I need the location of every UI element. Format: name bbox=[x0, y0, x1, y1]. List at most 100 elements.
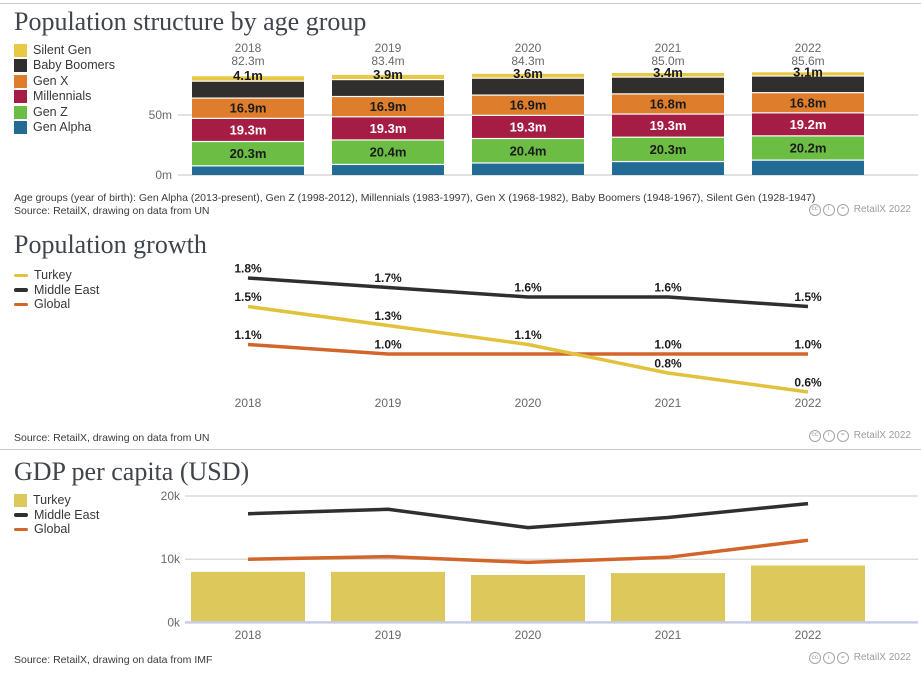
bar-segment bbox=[332, 139, 444, 165]
segment-divider bbox=[192, 165, 304, 167]
data-label: 1.7% bbox=[374, 271, 402, 285]
data-label: 1.0% bbox=[374, 338, 402, 352]
segment-divider bbox=[752, 112, 864, 114]
middle-east-line-swatch-icon bbox=[14, 288, 28, 292]
baby-boomers-swatch-icon bbox=[14, 59, 27, 73]
data-label: 3.6m bbox=[513, 66, 543, 81]
segment-divider bbox=[472, 94, 584, 96]
segment-divider bbox=[332, 163, 444, 166]
bar-segment bbox=[332, 79, 444, 97]
bar bbox=[191, 571, 305, 623]
legend-item-middle-east: Middle East bbox=[14, 508, 99, 522]
y-axis-tick: 0k bbox=[167, 615, 181, 629]
y-axis-tick: 0m bbox=[155, 168, 172, 182]
bar-segment bbox=[612, 114, 724, 138]
segment-divider bbox=[332, 95, 444, 98]
segment-divider bbox=[192, 97, 304, 99]
gen-x-swatch-icon bbox=[14, 74, 27, 88]
global-line-swatch-icon bbox=[14, 302, 28, 307]
segment-divider bbox=[472, 77, 584, 79]
total-label: 82.3m bbox=[231, 54, 264, 68]
data-label: 1.0% bbox=[654, 338, 682, 352]
silent-gen-swatch-icon bbox=[14, 44, 27, 57]
bar-segment bbox=[752, 135, 864, 161]
millennials-swatch-icon bbox=[14, 90, 27, 104]
bar-segment bbox=[192, 76, 304, 82]
year-label: 2022 bbox=[795, 396, 822, 410]
total-label: 85.0m bbox=[651, 54, 684, 68]
segment-divider bbox=[472, 162, 584, 164]
legend-item-middle-east: Middle East bbox=[14, 283, 99, 297]
segment-divider bbox=[472, 137, 584, 140]
chart1-footnote: Age groups (year of birth): Gen Alpha (2… bbox=[14, 192, 816, 204]
chart1-title: Population structure by age group bbox=[14, 7, 367, 36]
chart2-source: Source: RetailX, drawing on data from UN bbox=[14, 431, 210, 444]
line-series bbox=[247, 501, 809, 530]
data-label: 3.9m bbox=[373, 67, 403, 82]
bar-segment bbox=[332, 96, 444, 117]
segment-divider bbox=[752, 92, 864, 94]
bar-segment bbox=[612, 77, 724, 94]
no-derivatives-icon: = bbox=[836, 203, 849, 216]
data-label: 1.8% bbox=[234, 262, 262, 276]
segment-divider bbox=[612, 93, 724, 95]
chart3-legend: Turkey Middle East Global bbox=[14, 494, 99, 538]
bar-segment bbox=[472, 115, 584, 139]
data-label: 20.2m bbox=[790, 141, 827, 156]
chart3-title: GDP per capita (USD) bbox=[14, 457, 250, 486]
bar-segment bbox=[612, 93, 724, 115]
year-label: 2021 bbox=[655, 41, 682, 55]
bar-segment bbox=[752, 160, 864, 175]
no-derivatives-icon: = bbox=[836, 429, 849, 442]
data-label: 3.1m bbox=[793, 64, 823, 79]
segment-divider bbox=[612, 76, 724, 78]
data-label: 0.6% bbox=[794, 376, 822, 390]
attribution-label: RetailX 2022 bbox=[853, 652, 911, 663]
bar-segment bbox=[612, 73, 724, 78]
attribution-icon: i bbox=[822, 203, 835, 216]
bar-segment bbox=[612, 161, 724, 175]
y-axis-tick: 10k bbox=[161, 552, 181, 566]
data-label: 1.6% bbox=[654, 281, 682, 295]
chart2-title: Population growth bbox=[14, 230, 207, 259]
legend-item-baby-boomers: Baby Boomers bbox=[14, 59, 115, 73]
legend-label: Gen X bbox=[33, 73, 69, 88]
data-label: 16.9m bbox=[510, 98, 547, 113]
turkey-bar-swatch-icon bbox=[14, 494, 27, 507]
section-divider-top bbox=[0, 3, 921, 4]
data-label: 3.4m bbox=[653, 65, 683, 80]
bar-segment bbox=[472, 95, 584, 116]
line-series bbox=[247, 304, 809, 394]
legend-item-turkey: Turkey bbox=[14, 494, 99, 507]
data-label: 1.0% bbox=[794, 338, 822, 352]
legend-item-gen-z: Gen Z bbox=[14, 104, 115, 119]
data-label: 19.3m bbox=[650, 118, 687, 133]
bar-segment bbox=[192, 118, 304, 142]
data-label: 20.3m bbox=[650, 142, 687, 157]
chart2-attribution: cc i = RetailX 2022 bbox=[808, 429, 911, 442]
legend-label: Gen Alpha bbox=[33, 119, 92, 134]
line-series bbox=[247, 538, 809, 565]
segment-divider bbox=[332, 139, 444, 141]
chart1-source: Source: RetailX, drawing on data from UN bbox=[14, 204, 210, 217]
total-label: 85.6m bbox=[791, 54, 824, 68]
year-label: 2021 bbox=[655, 628, 682, 642]
global-line-swatch-icon bbox=[14, 527, 28, 532]
cc-icon: cc bbox=[808, 203, 821, 216]
data-label: 1.1% bbox=[234, 328, 262, 342]
bar-segment bbox=[472, 73, 584, 79]
line-series bbox=[247, 342, 808, 356]
total-label: 83.4m bbox=[371, 54, 404, 68]
bar-segment bbox=[752, 76, 864, 93]
legend-item-global: Global bbox=[14, 298, 99, 311]
year-label: 2020 bbox=[515, 396, 542, 410]
data-label: 16.8m bbox=[650, 96, 687, 111]
segment-divider bbox=[612, 113, 724, 115]
data-label: 1.5% bbox=[234, 290, 262, 304]
year-label: 2019 bbox=[375, 628, 402, 642]
segment-divider bbox=[192, 117, 304, 119]
legend-label: Gen Z bbox=[33, 104, 68, 119]
data-label: 1.6% bbox=[514, 281, 542, 295]
legend-label: Global bbox=[34, 522, 71, 537]
